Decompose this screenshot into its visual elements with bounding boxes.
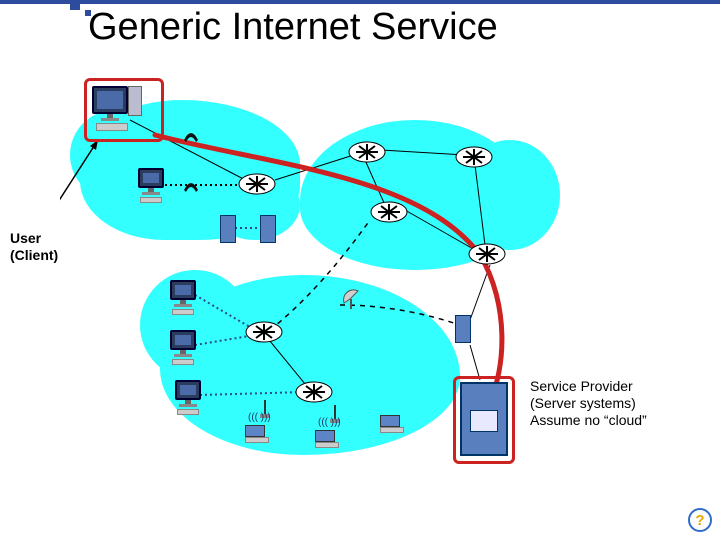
laptop-2-icon <box>315 430 337 446</box>
svg-text:?: ? <box>695 512 704 529</box>
satellite-dish-icon <box>338 285 364 316</box>
pc-5-icon <box>175 380 201 415</box>
pc-4-icon <box>170 330 196 365</box>
network-diagram: ((( ))) ((( ))) User (Client) Service Pr… <box>60 80 620 500</box>
router-6-icon <box>245 320 283 344</box>
page-title: Generic Internet Service <box>88 6 498 49</box>
server-icon <box>460 382 508 456</box>
laptop-3-icon <box>380 415 402 431</box>
small-server-2-icon <box>260 215 276 243</box>
accent-bar <box>0 0 720 4</box>
user-pc-icon <box>92 86 128 131</box>
phone-1-icon <box>182 130 198 142</box>
provider-label: Service Provider (Server systems) Assume… <box>530 378 647 428</box>
pc-2-icon <box>138 168 164 203</box>
router-3-icon <box>455 145 493 169</box>
small-server-1-icon <box>220 215 236 243</box>
wifi-waves-1-icon: ((( ))) <box>248 412 271 423</box>
laptop-1-icon <box>245 425 267 441</box>
deco-square-icon <box>70 0 80 10</box>
router-1-icon <box>238 172 276 196</box>
router-4-icon <box>370 200 408 224</box>
help-watermark-icon: ? <box>688 508 712 532</box>
user-label: User (Client) <box>10 230 58 264</box>
phone-2-icon <box>182 180 198 192</box>
router-7-icon <box>295 380 333 404</box>
router-5-icon <box>468 242 506 266</box>
wifi-waves-2-icon: ((( ))) <box>318 417 341 428</box>
small-server-3-icon <box>455 315 471 343</box>
router-2-icon <box>348 140 386 164</box>
pc-3-icon <box>170 280 196 315</box>
